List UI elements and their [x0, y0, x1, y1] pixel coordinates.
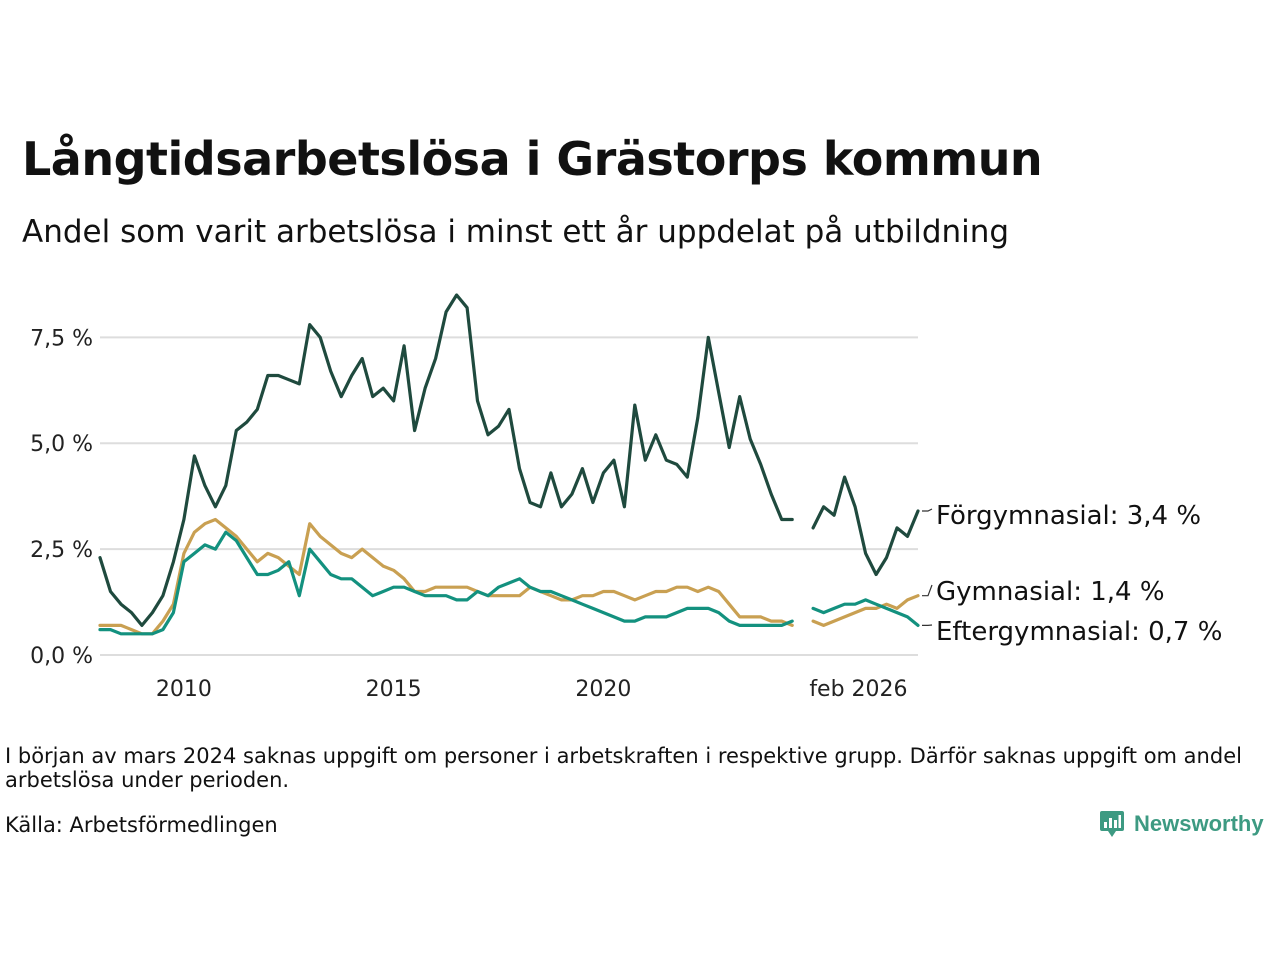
y-tick-label: 5,0 %	[30, 432, 93, 457]
chart-title: Långtidsarbetslösa i Grästorps kommun	[22, 132, 1043, 186]
x-tick-label: 2015	[366, 677, 422, 702]
y-axis-tick-labels: 0,0 % 2,5 % 5,0 % 7,5 %	[30, 326, 93, 669]
y-tick-label: 0,0 %	[30, 644, 93, 669]
line-chart: 0,0 % 2,5 % 5,0 % 7,5 % 2010 2015 2020 feb 202…	[30, 293, 1222, 702]
source-credit: Källa: Arbetsförmedlingen	[5, 813, 278, 837]
series-line-eftergymnasial	[98, 530, 920, 636]
series-end-labels: Förgymnasial: 3,4 % Gymnasial: 1,4 % Efter…	[922, 501, 1222, 647]
y-tick-label: 7,5 %	[30, 326, 93, 351]
series-line-gymnasial	[98, 517, 920, 636]
footnote: I början av mars 2024 saknas uppgift om …	[5, 744, 1242, 792]
label-connector	[922, 584, 933, 597]
y-tick-label: 2,5 %	[30, 538, 93, 563]
newsworthy-brand[interactable]: Newsworthy	[1099, 809, 1264, 839]
x-tick-label: 2010	[156, 677, 212, 702]
x-tick-label: 2020	[575, 677, 631, 702]
x-axis-tick-labels: 2010 2015 2020 feb 2026	[156, 677, 908, 702]
series-end-label-gymnasial: Gymnasial: 1,4 %	[936, 577, 1165, 607]
series-end-label-eftergymnasial: Eftergymnasial: 0,7 %	[936, 617, 1222, 647]
brand-name: Newsworthy	[1134, 811, 1264, 836]
series-lines	[98, 293, 920, 636]
x-tick-label: feb 2026	[809, 677, 907, 702]
newsworthy-logo-icon	[1100, 811, 1124, 837]
series-end-label-forgymnasial: Förgymnasial: 3,4 %	[936, 501, 1201, 531]
series-line-forgymnasial	[98, 293, 920, 627]
label-connector	[922, 508, 933, 512]
grid-lines	[100, 336, 918, 656]
chart-subtitle: Andel som varit arbetslösa i minst ett å…	[22, 214, 1010, 250]
